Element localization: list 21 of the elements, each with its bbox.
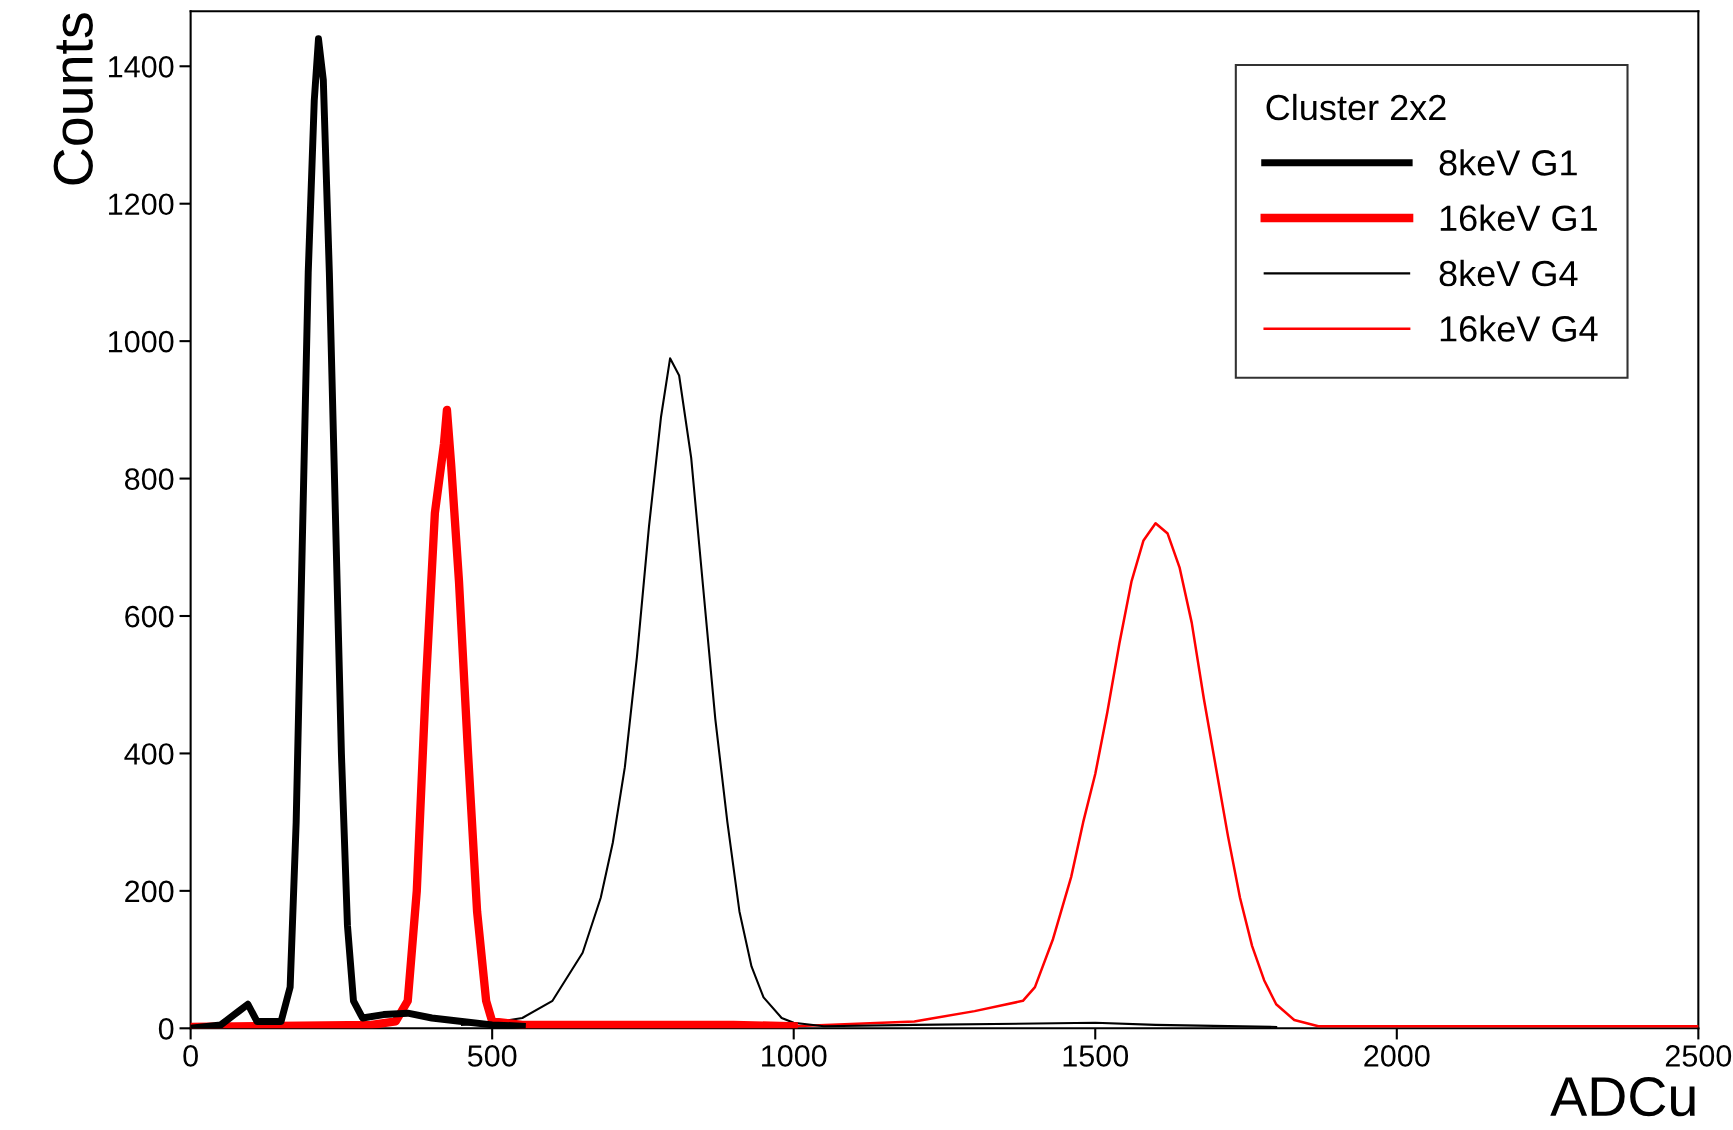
x-tick-label: 500 bbox=[467, 1045, 517, 1067]
legend-label: 8keV G1 bbox=[1439, 149, 1577, 176]
y-tick-label: 800 bbox=[125, 468, 174, 490]
y-tick-label: 1000 bbox=[109, 330, 174, 353]
x-tick-label: 1500 bbox=[1063, 1045, 1129, 1067]
y-tick-label: 1200 bbox=[109, 193, 174, 216]
y-tick-label: 200 bbox=[125, 880, 174, 903]
y-tick-label: 1400 bbox=[109, 56, 174, 78]
legend-label: 16keV G4 bbox=[1440, 315, 1598, 342]
legend-label: 8keV G4 bbox=[1439, 259, 1578, 287]
y-tick-label: 0 bbox=[158, 1018, 174, 1040]
y-tick-label: 400 bbox=[124, 743, 174, 765]
y-axis-title: Counts bbox=[53, 13, 93, 185]
x-axis-title: ADCu bbox=[1550, 1077, 1695, 1117]
x-tick-label: 2000 bbox=[1364, 1045, 1430, 1067]
y-tick-label: 600 bbox=[125, 605, 174, 628]
x-tick-label: 0 bbox=[183, 1045, 198, 1067]
legend-title: Cluster 2x2 bbox=[1266, 93, 1446, 121]
x-tick-label: 2500 bbox=[1665, 1045, 1732, 1067]
legend-label: 16keV G1 bbox=[1440, 204, 1597, 232]
x-tick-label: 1000 bbox=[762, 1045, 827, 1067]
